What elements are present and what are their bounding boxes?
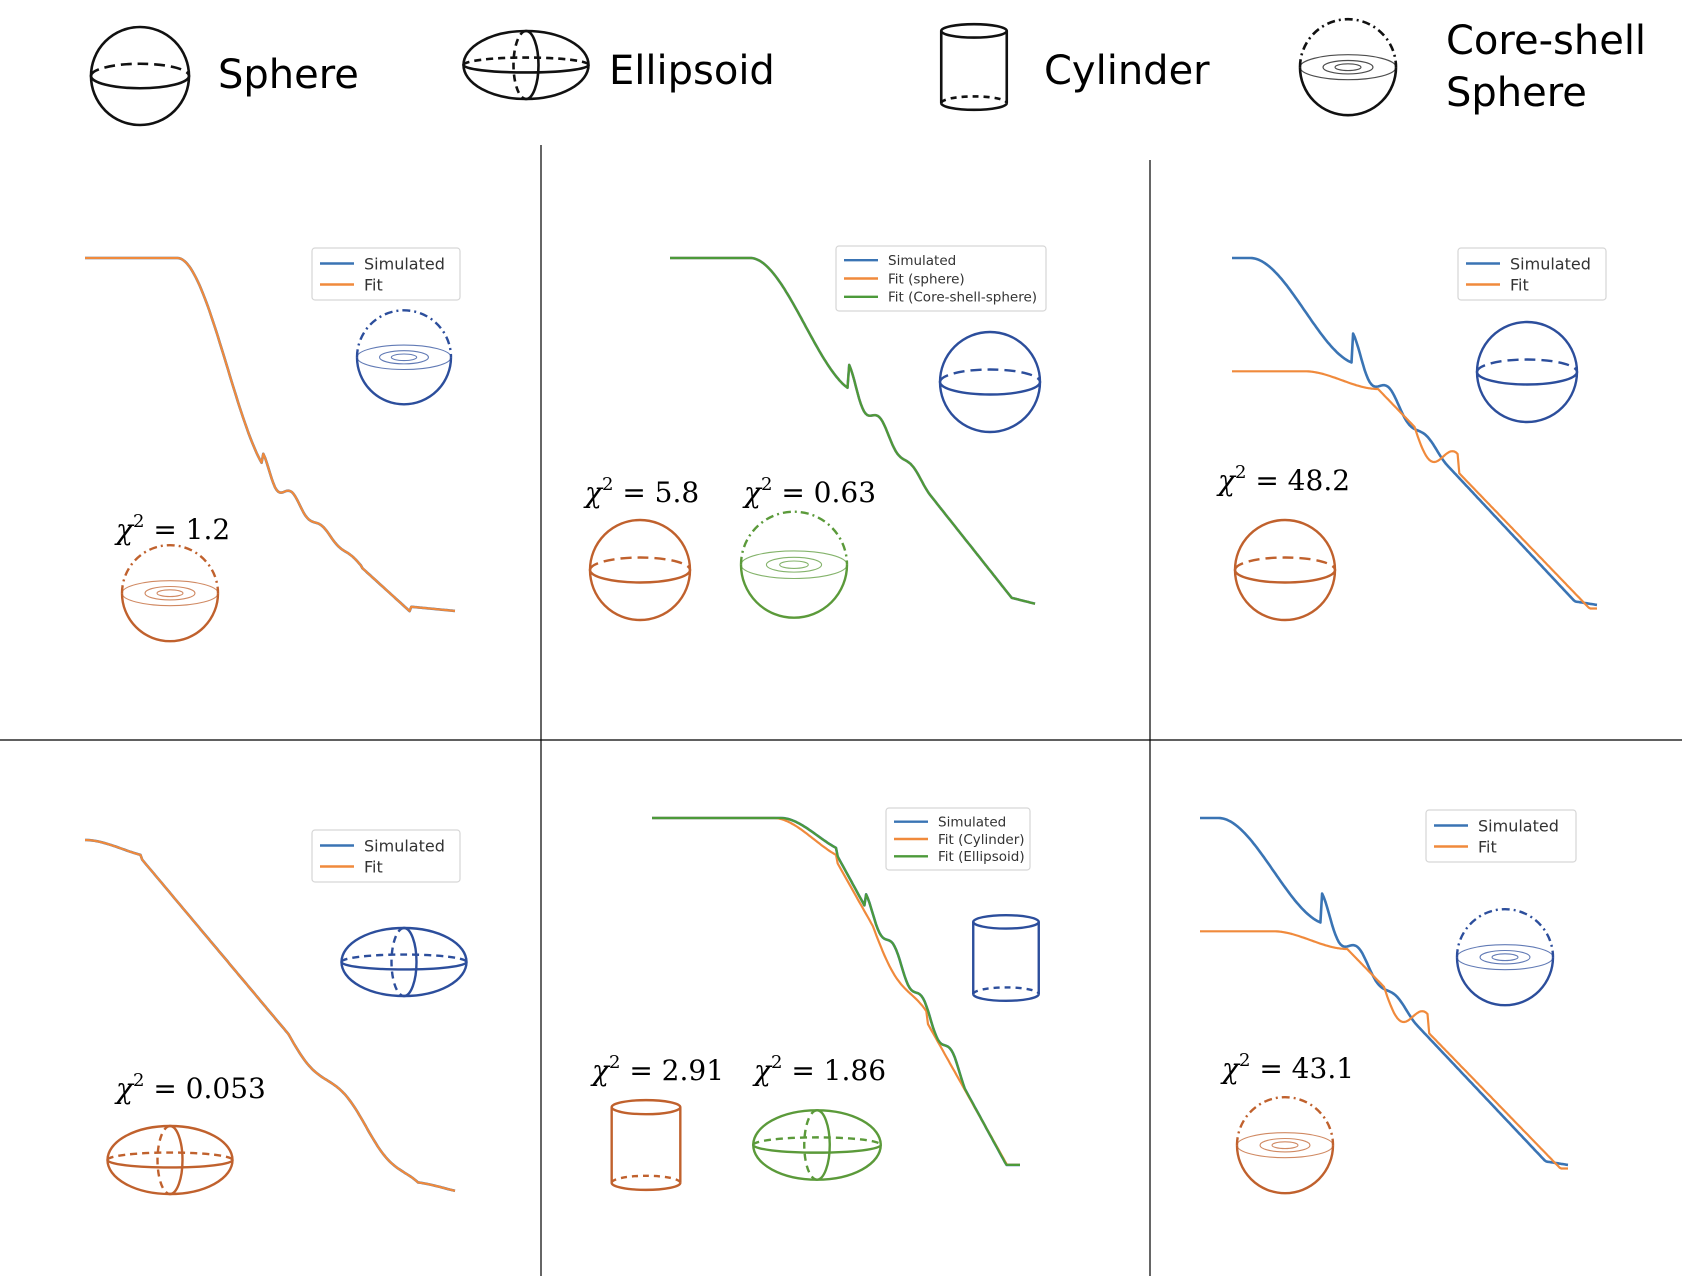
key-core-shell-icon bbox=[1298, 17, 1398, 117]
legend-label: Fit bbox=[1478, 837, 1497, 856]
key-ellipsoid-label: Ellipsoid bbox=[609, 48, 775, 94]
true-shape-core-shell-icon bbox=[355, 309, 453, 406]
legend-label: Fit bbox=[364, 857, 383, 876]
legend: Simulated Fit (sphere) Fit (Core-shell-sph… bbox=[835, 245, 1047, 312]
legend-box bbox=[1457, 247, 1607, 301]
true-shape-ellipsoid-icon bbox=[340, 926, 468, 998]
fit-shape-cylinder-icon bbox=[610, 1098, 682, 1192]
panel-3: Simulated Fit χ2 = 48.2 bbox=[1216, 247, 1607, 622]
fit-shape-core-shell-icon bbox=[739, 510, 849, 619]
fit-shape-sphere-icon bbox=[588, 518, 692, 622]
legend-label: Fit bbox=[364, 275, 383, 294]
shape-key-row: Sphere Ellipsoid Cylinder Core-shell Sphere bbox=[89, 17, 1646, 127]
series-line-simulated bbox=[85, 256, 456, 613]
key-core-shell-label-line: Core-shell bbox=[1446, 18, 1646, 64]
series-line-simulated bbox=[85, 838, 456, 1193]
series-line-fit bbox=[85, 838, 456, 1192]
legend: Simulated Fit bbox=[311, 829, 461, 883]
legend-label: Simulated bbox=[364, 254, 445, 273]
legend-label: Fit (Ellipsoid) bbox=[938, 849, 1025, 865]
chi-squared-label: χ2 = 48.2 bbox=[1216, 462, 1350, 497]
legend-label: Fit bbox=[1510, 275, 1529, 294]
chi-squared-label: χ2 = 2.91 bbox=[590, 1052, 724, 1087]
true-shape-sphere-icon bbox=[938, 330, 1042, 434]
legend: Simulated Fit bbox=[1425, 809, 1577, 863]
true-shape-core-shell-icon bbox=[1455, 908, 1555, 1007]
series-line-fit bbox=[1232, 370, 1597, 610]
legend-box bbox=[311, 247, 461, 301]
legend-label: Simulated bbox=[938, 815, 1006, 831]
legend-label: Fit (sphere) bbox=[888, 271, 965, 287]
series-line-fit-core-shell-sphere- bbox=[670, 256, 1036, 605]
key-sphere-icon bbox=[89, 25, 191, 127]
legend-label: Simulated bbox=[888, 253, 956, 269]
chi-squared-label: χ2 = 0.63 bbox=[742, 474, 876, 509]
fit-shape-sphere-icon bbox=[1233, 518, 1337, 622]
panel-dividers bbox=[0, 145, 1682, 1276]
legend-box bbox=[885, 807, 1031, 871]
fit-shape-core-shell-icon bbox=[1235, 1096, 1335, 1195]
chi-squared-label: χ2 = 1.86 bbox=[752, 1052, 886, 1087]
panel-6: Simulated Fit χ2 = 43.1 bbox=[1200, 809, 1577, 1195]
key-cylinder-icon bbox=[939, 22, 1009, 112]
legend-box bbox=[835, 245, 1047, 312]
panels: Simulated Fit χ2 = 1.2 Simulated Fit (sphere… bbox=[85, 245, 1607, 1196]
series-line-fit bbox=[1200, 930, 1568, 1170]
legend: Simulated Fit bbox=[1457, 247, 1607, 301]
series-line-simulated bbox=[1200, 816, 1569, 1167]
legend-label: Fit (Cylinder) bbox=[938, 832, 1025, 848]
legend-label: Simulated bbox=[1510, 254, 1591, 273]
chi-squared-label: χ2 = 5.8 bbox=[583, 474, 699, 509]
panel-1: Simulated Fit χ2 = 1.2 bbox=[85, 247, 461, 643]
legend-box bbox=[1425, 809, 1577, 863]
legend-label: Fit (Core-shell-sphere) bbox=[888, 290, 1037, 306]
key-ellipsoid-icon bbox=[462, 29, 590, 101]
legend-box bbox=[311, 829, 461, 883]
fit-shape-ellipsoid-icon bbox=[752, 1109, 882, 1181]
fit-shape-ellipsoid-icon bbox=[106, 1124, 234, 1196]
chi-squared-label: χ2 = 43.1 bbox=[1220, 1050, 1354, 1085]
key-core-shell-label-line: Sphere bbox=[1446, 70, 1587, 116]
true-shape-sphere-icon bbox=[1475, 320, 1579, 424]
key-cylinder-label: Cylinder bbox=[1044, 48, 1210, 94]
series-line-fit bbox=[85, 256, 456, 613]
series-line-fit-ellipsoid- bbox=[652, 816, 1020, 1166]
panel-2: Simulated Fit (sphere) Fit (Core-shell-sph… bbox=[583, 245, 1047, 622]
chi-squared-label: χ2 = 0.053 bbox=[114, 1070, 266, 1105]
legend-label: Simulated bbox=[364, 836, 445, 855]
key-sphere-label: Sphere bbox=[218, 52, 359, 98]
series-line-simulated bbox=[1232, 256, 1598, 607]
legend: Simulated Fit bbox=[311, 247, 461, 301]
chi-squared-label: χ2 = 1.2 bbox=[114, 511, 230, 546]
fit-shape-core-shell-icon bbox=[120, 544, 220, 643]
panel-4: Simulated Fit χ2 = 0.053 bbox=[85, 829, 468, 1196]
true-shape-cylinder-icon bbox=[972, 913, 1040, 1003]
legend-label: Simulated bbox=[1478, 816, 1559, 835]
